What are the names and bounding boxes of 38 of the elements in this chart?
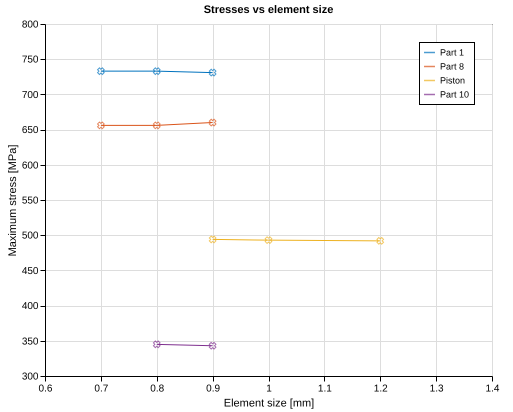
- x-tick-label: 0.7: [94, 384, 109, 394]
- x-tick-label: 1: [266, 384, 272, 394]
- chart-title: Stresses vs element size: [204, 4, 334, 16]
- y-tick-label: 650: [22, 125, 39, 136]
- point: [208, 68, 216, 76]
- legend-label: Part 1: [440, 48, 464, 58]
- legend-label: Part 10: [440, 90, 470, 100]
- x-tick-label: 0.9: [206, 384, 221, 394]
- y-tick-label: 500: [22, 230, 39, 242]
- point: [376, 237, 384, 245]
- y-tick-label: 350: [22, 336, 39, 348]
- y-tick-label: 450: [22, 266, 39, 277]
- point: [208, 118, 216, 126]
- point: [208, 236, 216, 244]
- point: [152, 67, 161, 75]
- y-tick-label: 800: [22, 20, 39, 30]
- point: [97, 67, 105, 75]
- y-tick-label: 300: [22, 372, 39, 382]
- x-tick-label: 0.6: [38, 384, 53, 394]
- point: [152, 122, 161, 130]
- x-tick-label: 0.8: [150, 384, 165, 394]
- x-tick-label: 1.4: [486, 384, 500, 394]
- legend-label: Piston: [440, 76, 466, 86]
- point: [208, 342, 216, 350]
- x-axis-title: Element size [mm]: [224, 398, 314, 410]
- y-tick-label: 400: [22, 301, 39, 312]
- x-tick-label: 1.3: [430, 384, 444, 394]
- y-tick-label: 750: [22, 54, 39, 66]
- legend-label: Part 8: [440, 62, 464, 72]
- x-tick-label: 1.1: [318, 384, 332, 394]
- y-tick-label: 700: [22, 90, 39, 101]
- y-axis-title: Maximum stress [MPa]: [6, 144, 19, 256]
- point: [264, 236, 272, 244]
- point: [97, 122, 105, 130]
- y-tick-label: 550: [22, 196, 39, 206]
- point: [152, 340, 161, 348]
- x-tick-label: 1.2: [374, 384, 388, 394]
- y-tick-label: 600: [22, 160, 39, 172]
